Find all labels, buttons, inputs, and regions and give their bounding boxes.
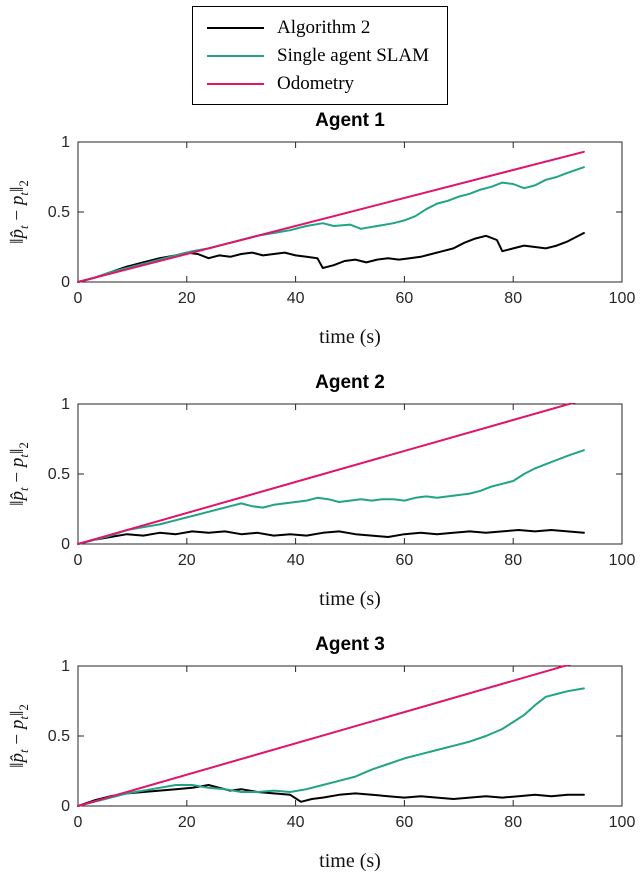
x-tick-label: 40 [287,290,305,307]
chart-title: Agent 3 [315,634,385,655]
series-single-agent-slam [77,449,585,545]
series-algorithm-2 [77,232,585,283]
x-tick-label: 80 [504,552,522,569]
plot-box [77,665,623,807]
series-odometry [77,665,572,807]
y-tick-label: 0 [61,536,70,553]
y-tick-label: 0.5 [48,204,70,221]
x-tick-label: 0 [74,814,83,831]
y-tick-label: 1 [61,658,70,675]
chart-svg-2: 0 20 40 60 80 100 0 0.5 1 Agent 2 time (s) ‖p̂t − p… [7,372,636,610]
legend-item-label: Odometry [277,72,355,94]
x-tick-label: 20 [178,814,196,831]
chart-title: Agent 1 [315,110,385,131]
series-algorithm-2 [77,784,585,807]
legend-item-label: Algorithm 2 [277,16,371,38]
x-axis-label: time (s) [319,588,381,610]
series-algorithm-2 [77,529,585,545]
chart-title: Agent 2 [315,372,385,393]
series-single-agent-slam [77,687,585,807]
legend-line-sample [207,54,264,57]
x-tick-label: 40 [287,814,305,831]
x-tick-label: 0 [74,552,83,569]
legend: Algorithm 2 Single agent SLAM Odometry [192,6,448,105]
series-single-agent-slam [77,166,585,283]
x-tick-label: 0 [74,290,83,307]
y-tick-label: 0 [61,274,70,291]
chart-svg-3: 0 20 40 60 80 100 0 0.5 1 Agent 3 time (s) ‖p̂t − p… [7,634,636,872]
x-tick-label: 100 [609,290,636,307]
y-tick-label: 0.5 [48,728,70,745]
x-tick-label: 40 [287,552,305,569]
legend-line-sample [207,26,264,29]
x-tick-label: 80 [504,814,522,831]
legend-item-0: Algorithm 2 [207,15,429,40]
y-tick-label: 0 [61,798,70,815]
x-tick-label: 100 [609,814,636,831]
plot-box [77,403,623,545]
x-tick-label: 100 [609,552,636,569]
plot-box [77,141,623,283]
legend-wrap: Algorithm 2 Single agent SLAM Odometry [0,0,640,105]
y-axis-label: ‖p̂t − pt‖2 [7,442,31,506]
subplot-agent-3: 0 20 40 60 80 100 0 0.5 1 Agent 3 time (s) ‖p̂t − p… [0,622,640,884]
legend-item-1: Single agent SLAM [207,43,429,68]
y-axis-label: ‖p̂t − pt‖2 [7,704,31,768]
subplot-agent-1: 0 20 40 60 80 100 0 0.5 1 Agent 1 time (s) ‖p̂t − p… [0,98,640,360]
y-tick-label: 1 [61,396,70,413]
x-tick-label: 20 [178,290,196,307]
x-tick-label: 80 [504,290,522,307]
x-axis-label: time (s) [319,850,381,872]
series-odometry [77,150,585,283]
x-tick-label: 60 [396,290,414,307]
x-axis-label: time (s) [319,326,381,348]
legend-item-label: Single agent SLAM [277,44,429,66]
subplot-agent-2: 0 20 40 60 80 100 0 0.5 1 Agent 2 time (s) ‖p̂t − p… [0,360,640,622]
series-odometry [77,403,577,545]
legend-line-sample [207,82,264,85]
y-tick-label: 1 [61,134,70,151]
legend-item-2: Odometry [207,71,429,96]
x-tick-label: 20 [178,552,196,569]
chart-svg-1: 0 20 40 60 80 100 0 0.5 1 Agent 1 time (s) ‖p̂t − p… [7,110,636,348]
x-tick-label: 60 [396,814,414,831]
y-tick-label: 0.5 [48,466,70,483]
x-tick-label: 60 [396,552,414,569]
y-axis-label: ‖p̂t − pt‖2 [7,180,31,244]
